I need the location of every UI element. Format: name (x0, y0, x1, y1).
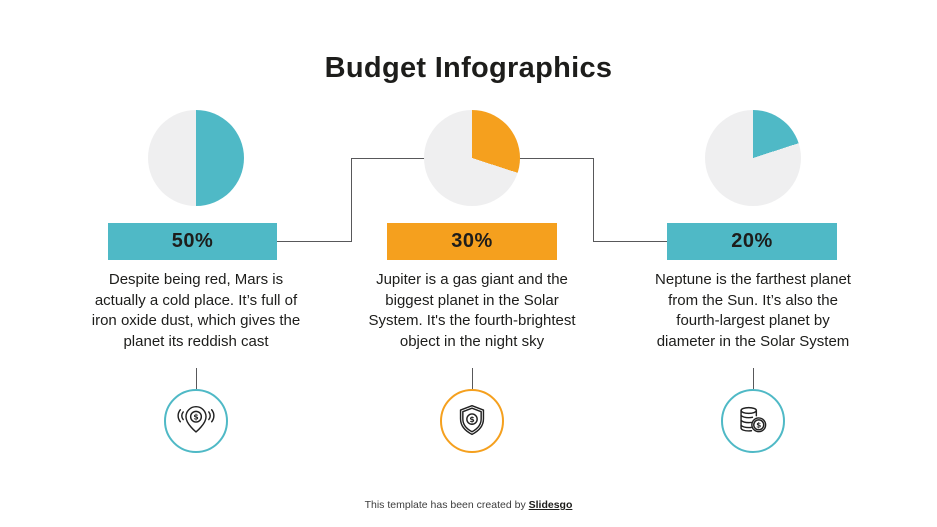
pie-chart-mars (148, 110, 244, 206)
svg-text:$: $ (756, 420, 761, 429)
page-title: Budget Infographics (324, 52, 613, 84)
pie-chart-neptune (705, 110, 801, 206)
description-neptune: Neptune is the farthest planet from the … (655, 271, 851, 350)
percent-label: 30% (451, 230, 493, 252)
stem-line (471, 368, 473, 389)
slidesgo-link[interactable]: Slidesgo (528, 499, 573, 511)
percent-label: 50% (171, 230, 214, 252)
percent-label: 20% (731, 230, 773, 252)
stem-line (752, 368, 754, 389)
connector-line-segment (350, 158, 352, 242)
description-mars: Despite being red, Mars is actually a co… (91, 271, 301, 350)
icon-circle-mars: $ (164, 389, 228, 453)
pie-chart-jupiter (424, 110, 520, 206)
description-jupiter: Jupiter is a gas giant and the biggest p… (368, 271, 576, 350)
svg-text:$: $ (469, 415, 474, 424)
percent-bar-30: 30% (387, 223, 557, 260)
connector-line-segment (592, 158, 594, 242)
footer-credit: This template has been created by Slides… (0, 499, 937, 511)
footer-text: This template has been created by (364, 499, 526, 511)
coins-stack-icon: $ (740, 406, 767, 433)
percent-bar-20: 20% (667, 223, 837, 260)
connector-line-segment (277, 240, 351, 242)
icon-circle-neptune: $ (721, 389, 785, 453)
stem-line (195, 368, 197, 389)
connector-line-segment (593, 240, 667, 242)
svg-text:$: $ (193, 412, 198, 421)
money-location-pin-icon: $ (177, 405, 215, 433)
icon-circle-jupiter: $ (440, 389, 504, 453)
percent-bar-50: 50% (108, 223, 277, 260)
shield-dollar-icon: $ (459, 405, 485, 436)
